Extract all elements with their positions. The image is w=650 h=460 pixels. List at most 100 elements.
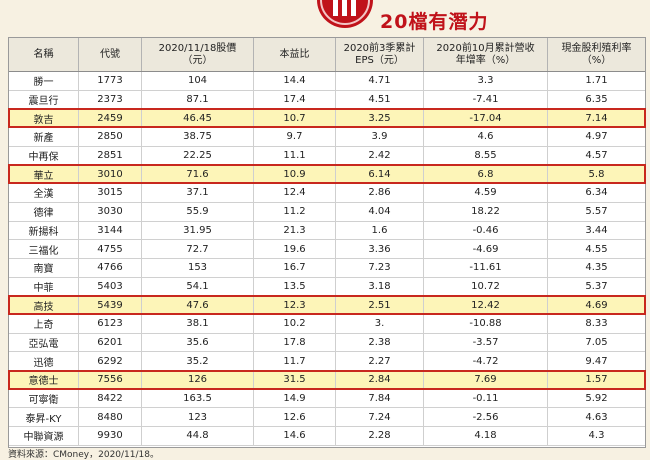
- cell-eps: 2.38: [336, 333, 424, 352]
- column-header: 2020前3季累計 EPS（元）: [336, 38, 424, 71]
- cell-growth: 6.8: [424, 165, 548, 184]
- table-row: 南寶 4766 153 16.7 7.23 -11.61 4.35: [9, 258, 645, 278]
- cell-yield: 5.92: [585, 393, 608, 405]
- table-header: 名稱 代號 2020/11/18股價 （元） 本益比 2020前3季累計 EPS（元） 202…: [9, 38, 645, 72]
- cell-code: 8480: [79, 408, 142, 427]
- table-row: 全漢 3015 37.1 12.4 2.86 4.59 6.34: [9, 184, 645, 203]
- cell-pe: 10.2: [254, 314, 336, 333]
- cell-code: 9930: [79, 427, 142, 445]
- cell-name: 南寶: [9, 258, 79, 277]
- cell-growth: 4.6: [424, 128, 548, 146]
- cell-price: 87.1: [142, 90, 254, 109]
- cell-pe: 14.9: [254, 389, 336, 408]
- cell-pe: 14.6: [254, 427, 336, 445]
- table-row: 三福化 4755 72.7 19.6 3.36 -4.69 4.55: [9, 240, 645, 259]
- cell-name: 震旦行: [9, 90, 79, 109]
- cell-code: 3144: [79, 221, 142, 240]
- column-header-line: 名稱: [33, 48, 54, 60]
- cell-eps: 3.: [336, 314, 424, 333]
- cell-pe: 17.4: [254, 90, 336, 109]
- table-row: 新產 2850 38.75 9.7 3.9 4.6 4.97: [9, 128, 645, 147]
- cell-code: 5439: [79, 296, 142, 314]
- cell-price: 55.9: [142, 202, 254, 221]
- cell-price: 46.45: [142, 109, 254, 128]
- cell-eps: 6.14: [336, 165, 424, 184]
- cell-growth: 12.42: [424, 296, 548, 314]
- cell-yield: 3.44: [585, 224, 608, 236]
- cell-eps: 4.51: [336, 90, 424, 109]
- stock-table: 名稱 代號 2020/11/18股價 （元） 本益比 2020前3季累計 EPS（元） 202…: [8, 37, 646, 448]
- cell-growth: 4.59: [424, 184, 548, 202]
- cell-eps: 2.84: [336, 371, 424, 389]
- cell-code: 2850: [79, 128, 142, 146]
- cell-pe: 21.3: [254, 221, 336, 240]
- cell-price: 123: [142, 408, 254, 427]
- table-row-highlighted: 敦吉 2459 46.45 10.7 3.25 -17.04 7.14: [8, 108, 646, 129]
- cell-price: 126: [142, 371, 254, 389]
- cell-growth: -3.57: [424, 333, 548, 352]
- cell-price: 38.1: [142, 314, 254, 333]
- cell-pe: 11.2: [254, 202, 336, 221]
- cell-growth: 4.18: [424, 427, 548, 445]
- cell-name: 三福化: [9, 240, 79, 258]
- cell-yield: 5.37: [585, 280, 608, 292]
- cell-price: 47.6: [142, 296, 254, 314]
- cell-growth: 10.72: [424, 277, 548, 296]
- cell-growth: 7.69: [424, 371, 548, 389]
- cell-pe: 31.5: [254, 371, 336, 389]
- stock-chart-badge-icon: [317, 0, 373, 28]
- column-header: 代號: [79, 38, 142, 71]
- cell-yield: 4.97: [585, 131, 608, 143]
- cell-yield: 7.14: [585, 112, 608, 124]
- cell-growth: 3.3: [424, 72, 548, 90]
- cell-pe: 11.1: [254, 146, 336, 165]
- cell-eps: 7.84: [336, 389, 424, 408]
- cell-yield: 1.71: [585, 75, 608, 87]
- cell-price: 54.1: [142, 277, 254, 296]
- cell-growth: -7.41: [424, 90, 548, 109]
- cell-price: 71.6: [142, 165, 254, 184]
- cell-pe: 17.8: [254, 333, 336, 352]
- table-row: 亞弘電 6201 35.6 17.8 2.38 -3.57 7.05: [9, 333, 645, 353]
- cell-eps: 4.04: [336, 202, 424, 221]
- cell-price: 72.7: [142, 240, 254, 258]
- table-row-highlighted: 高技 5439 47.6 12.3 2.51 12.42 4.69: [8, 295, 646, 315]
- cell-price: 35.6: [142, 333, 254, 352]
- cell-yield: 6.34: [585, 187, 608, 199]
- column-header-line: EPS（元）: [355, 54, 404, 66]
- cell-yield: 4.63: [585, 411, 608, 423]
- column-header-line: 2020前10月累計營收: [436, 42, 535, 54]
- cell-growth: -2.56: [424, 408, 548, 427]
- cell-pe: 12.3: [254, 296, 336, 314]
- column-header: 2020/11/18股價 （元）: [142, 38, 254, 71]
- cell-pe: 16.7: [254, 258, 336, 277]
- cell-price: 153: [142, 258, 254, 277]
- table-row: 泰昇-KY 8480 123 12.6 7.24 -2.56 4.63: [9, 408, 645, 428]
- cell-eps: 2.42: [336, 146, 424, 165]
- cell-name: 高技: [9, 296, 79, 314]
- cell-name: 德律: [9, 202, 79, 221]
- cell-pe: 9.7: [254, 128, 336, 146]
- cell-eps: 2.86: [336, 184, 424, 202]
- column-header-line: （%）: [581, 54, 612, 66]
- cell-growth: -10.88: [424, 314, 548, 333]
- cell-growth: -4.72: [424, 352, 548, 370]
- table-row: 上奇 6123 38.1 10.2 3. -10.88 8.33: [9, 314, 645, 334]
- cell-name: 意德士: [9, 371, 79, 389]
- cell-price: 44.8: [142, 427, 254, 445]
- column-header-line: 2020前3季累計: [343, 42, 416, 54]
- table-row-highlighted: 意德士 7556 126 31.5 2.84 7.69 1.57: [8, 370, 646, 390]
- cell-eps: 4.71: [336, 72, 424, 90]
- cell-yield: 9.47: [585, 355, 608, 367]
- table-row: 勝一 1773 104 14.4 4.71 3.3 1.71: [9, 72, 645, 91]
- cell-pe: 11.7: [254, 352, 336, 370]
- cell-code: 3010: [79, 165, 142, 184]
- cell-code: 2851: [79, 146, 142, 165]
- cell-pe: 10.9: [254, 165, 336, 184]
- cell-growth: 18.22: [424, 202, 548, 221]
- column-header-line: 現金股利殖利率: [561, 42, 632, 54]
- cell-price: 31.95: [142, 221, 254, 240]
- title-banner: 20檔有潛力的冷門股: [155, 0, 495, 60]
- cell-code: 2459: [79, 109, 142, 128]
- cell-name: 華立: [9, 165, 79, 184]
